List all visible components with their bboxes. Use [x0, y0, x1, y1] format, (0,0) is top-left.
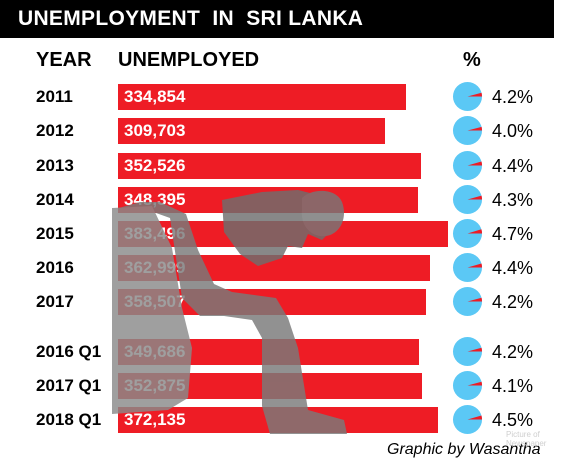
pie-slice	[467, 415, 483, 420]
year-label: 2012	[36, 121, 74, 140]
watermark-stamp: Picture of Newspaper	[506, 430, 547, 448]
year-label: 2016 Q1	[36, 342, 102, 361]
percent-label: 4.4%	[492, 258, 534, 278]
year-label: 2015	[36, 224, 74, 243]
pie-slice	[467, 263, 483, 268]
percent-pie	[452, 286, 483, 317]
percent-label: 4.2%	[492, 342, 534, 362]
sitting-man-illustration	[112, 190, 347, 434]
percent-label: 4.0%	[492, 121, 534, 141]
percent-label: 4.2%	[492, 292, 534, 312]
bar	[118, 153, 421, 179]
bar-value-label: 334,854	[124, 87, 186, 106]
pie-slice	[467, 161, 483, 166]
pie-slice	[467, 195, 483, 200]
year-label: 2014	[36, 190, 74, 209]
year-label: 2011	[36, 87, 73, 106]
percent-pie	[452, 370, 483, 401]
year-column-header: YEAR	[36, 49, 92, 71]
bar-value-label: 372,135	[124, 410, 186, 429]
percent-pie	[452, 218, 483, 249]
pie-slice	[467, 381, 483, 386]
year-label: 2017	[36, 292, 74, 311]
percent-pie	[452, 115, 483, 146]
pie-slice	[467, 126, 483, 131]
percent-label: 4.2%	[492, 87, 534, 107]
percent-pie	[452, 150, 483, 181]
percent-label: 4.3%	[492, 190, 534, 210]
pie-slice	[467, 92, 483, 97]
year-label: 2016	[36, 258, 74, 277]
percent-label: 4.5%	[492, 410, 534, 430]
pie-slice	[467, 297, 483, 302]
pie-slice	[467, 229, 483, 234]
year-label: 2018 Q1	[36, 410, 102, 429]
percent-pie	[452, 336, 483, 367]
year-label: 2013	[36, 156, 74, 175]
year-label: 2017 Q1	[36, 376, 102, 395]
percent-label: 4.1%	[492, 376, 534, 396]
bar	[118, 118, 385, 144]
percent-pie	[452, 252, 483, 283]
percent-column-header: %	[463, 49, 481, 71]
bar-value-label: 352,526	[124, 156, 186, 175]
percent-label: 4.7%	[492, 224, 534, 244]
bar	[118, 84, 406, 110]
chart-title: UNEMPLOYMENT IN SRI LANKA	[0, 0, 554, 38]
credit-text: Graphic by Wasantha	[387, 441, 541, 458]
unemployed-column-header: UNEMPLOYED	[118, 49, 260, 71]
percent-pie	[452, 184, 483, 215]
bar-value-label: 309,703	[124, 121, 186, 140]
pie-slice	[467, 347, 483, 352]
percent-pie	[452, 81, 483, 112]
percent-label: 4.4%	[492, 156, 534, 176]
percent-pie	[452, 404, 483, 435]
